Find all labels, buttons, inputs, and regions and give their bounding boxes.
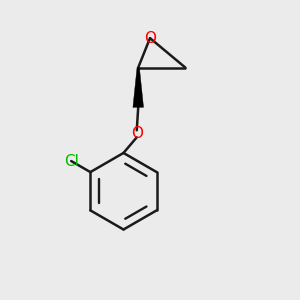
Text: O: O [144,31,156,46]
Polygon shape [133,68,143,107]
Text: Cl: Cl [64,154,79,169]
Text: O: O [131,126,143,141]
